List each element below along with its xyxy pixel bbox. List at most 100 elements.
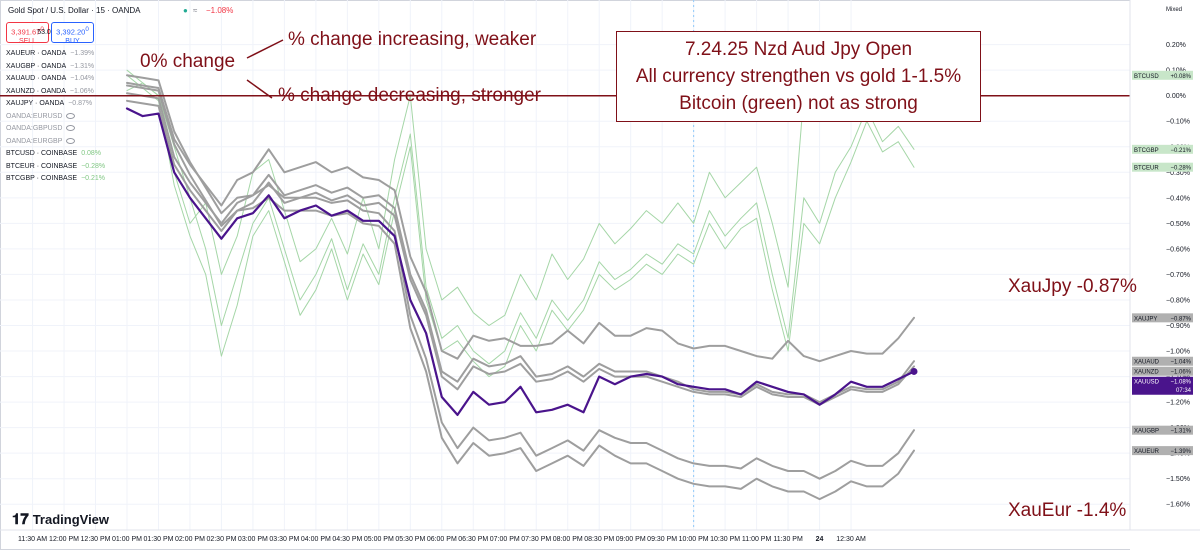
series-value-label: −1.06% — [1170, 370, 1191, 376]
eye-icon[interactable] — [66, 137, 76, 144]
time-axis-tick-label: 03:00 PM — [238, 536, 268, 543]
tradingview-logo-icon: 𝟏𝟕 — [12, 511, 29, 528]
series-name-tag — [1132, 376, 1166, 395]
series-line-xaujpy[interactable] — [126, 81, 915, 363]
series-line-btcusd[interactable] — [126, 44, 915, 326]
time-axis-tick-label: 09:30 PM — [647, 536, 677, 543]
series-name-tag — [1132, 313, 1166, 323]
time-axis-tick-label: 06:00 PM — [427, 536, 457, 543]
time-axis-tick-label: 05:30 PM — [395, 536, 425, 543]
series-line-xauusd[interactable] — [125, 107, 916, 416]
legend-value: −0.28% — [81, 162, 106, 170]
legend-label: OANDA:GBPUSD — [6, 125, 63, 132]
time-axis-tick-label: 06:30 PM — [458, 536, 488, 543]
series-line-xaueur[interactable] — [126, 84, 915, 501]
series-value-tag — [1166, 425, 1193, 435]
series-name-tag — [1132, 144, 1166, 154]
legend-item[interactable]: XAUJPY · OANDA −0.87% — [6, 98, 105, 111]
series-line-btcgbp[interactable] — [126, 69, 915, 365]
series-line-xaunzd[interactable] — [126, 99, 915, 406]
series-line-xauaud[interactable] — [126, 92, 915, 404]
time-axis-tick-label: 11:30 PM — [773, 536, 803, 543]
time-axis-tick-label: 11:30 AM — [18, 536, 47, 543]
legend-item[interactable]: XAUNZD · OANDA −1.06% — [6, 86, 105, 99]
series-line-xaugbp[interactable] — [126, 74, 915, 480]
series-value-tag — [1166, 366, 1193, 376]
legend-item[interactable]: XAUGBP · OANDA −1.31% — [6, 61, 105, 74]
series-name-label: XAUEUR — [1134, 449, 1160, 455]
legend-item[interactable]: OANDA:EURUSD — [6, 111, 105, 124]
series-value-tag — [1166, 356, 1193, 366]
time-axis-tick-label: 12:00 PM — [49, 536, 79, 543]
series-name-tag — [1132, 446, 1166, 456]
legend-item[interactable]: OANDA:EURGBP — [6, 136, 105, 149]
legend-item[interactable]: XAUAUD · OANDA −1.04% — [6, 73, 105, 86]
eye-icon[interactable] — [66, 112, 76, 119]
header-change: −1.08% — [206, 6, 234, 15]
price-axis-tick-label: −1.60% — [1166, 502, 1190, 509]
eye-icon[interactable] — [66, 125, 76, 132]
series-value-label: −1.39% — [1170, 449, 1191, 455]
legend-value: −0.87% — [68, 100, 93, 107]
price-axis-tick-label: −0.80% — [1166, 297, 1190, 304]
time-axis-tick-label: 04:30 PM — [332, 536, 362, 543]
series-name-label: XAUNZD — [1134, 370, 1159, 376]
price-axis-tick-label: −1.50% — [1166, 476, 1190, 483]
legend-label: OANDA:EURGBP — [6, 137, 63, 145]
buy-button[interactable]: 3,392.200 BUY — [51, 22, 94, 45]
legend-item[interactable]: OANDA:GBPUSD — [6, 123, 105, 136]
legend-item[interactable]: BTCEUR · COINBASE −0.28% — [6, 161, 105, 174]
price-axis-tick-label: −1.00% — [1166, 349, 1190, 356]
series-name-tag — [1132, 425, 1166, 435]
price-axis-tick-label: −0.90% — [1166, 323, 1190, 330]
series-value-tag — [1166, 376, 1193, 395]
series-name-label: XAUGBP — [1134, 429, 1159, 435]
series-name-label: BTCEUR — [1134, 166, 1159, 172]
time-axis-tick-label: 01:30 PM — [143, 536, 173, 543]
legend-label: BTCGBP · COINBASE — [6, 175, 78, 182]
time-axis-tick-label: 10:30 PM — [710, 536, 740, 543]
series-value-label: +0.08% — [1170, 74, 1191, 80]
annotation-box: 7.24.25 Nzd Aud Jpy Open All currency st… — [616, 31, 981, 122]
legend-label: BTCEUR · COINBASE — [6, 162, 78, 170]
scale-mode[interactable]: Mixed — [1166, 7, 1183, 13]
series-name-label: BTCGBP — [1134, 148, 1159, 154]
status-dot-icon: ● — [183, 6, 188, 15]
time-axis-tick-label: 01:00 PM — [112, 536, 142, 543]
time-axis-tick-label: 07:30 PM — [521, 536, 551, 543]
last-price-dot — [910, 367, 918, 375]
series-name-label: XAUUSD — [1134, 380, 1160, 386]
annotation-box-line1: 7.24.25 Nzd Aud Jpy Open — [684, 39, 913, 60]
wave-icon: ≈ — [193, 6, 198, 15]
time-axis-tick-label: 24 — [816, 536, 824, 543]
legend-value: −1.06% — [69, 87, 94, 95]
time-axis-tick-label: 07:00 PM — [490, 536, 520, 543]
legend-label: XAUAUD · OANDA — [6, 75, 67, 82]
series-value-tag — [1166, 70, 1193, 80]
annotation-stronger: % change decreasing, stronger — [278, 85, 541, 106]
time-axis-tick-label: 08:00 PM — [553, 536, 583, 543]
legend-value: 0.08% — [81, 150, 102, 157]
price-axis-tick-label: −0.40% — [1166, 195, 1190, 202]
symbol-title[interactable]: Gold Spot / U.S. Dollar · 15 · OANDA — [8, 6, 141, 15]
legend-item[interactable]: XAUEUR · OANDA −1.39% — [6, 48, 105, 61]
series-value-tag — [1166, 446, 1193, 456]
price-axis-background — [1130, 0, 1200, 550]
annotation-box-line2: All currency strengthen vs gold 1-1.5% — [635, 66, 962, 87]
sell-button[interactable]: 3,391.670 SELL — [6, 22, 49, 45]
series-value-tag — [1166, 313, 1193, 323]
legend-item[interactable]: BTCGBP · COINBASE −0.21% — [6, 173, 105, 186]
pointer-line-weaker — [246, 39, 284, 59]
spread-value: 53.0 — [37, 29, 51, 36]
sell-label: SELL — [18, 37, 37, 45]
price-axis-tick-label: −0.50% — [1166, 221, 1190, 228]
time-axis-tick-label: 03:30 PM — [269, 536, 299, 543]
tradingview-logo[interactable]: 𝟏𝟕 TradingView — [12, 511, 110, 528]
time-axis-tick-label: 12:30 PM — [81, 536, 111, 543]
legend-label: BTCUSD · COINBASE — [6, 150, 78, 157]
legend-item[interactable]: BTCUSD · COINBASE 0.08% — [6, 148, 105, 161]
legend-label: OANDA:EURUSD — [6, 112, 63, 120]
series-name-label: XAUJPY — [1134, 316, 1157, 322]
series-line-btceur[interactable] — [126, 74, 915, 378]
series-name-label: XAUAUD — [1134, 360, 1160, 366]
